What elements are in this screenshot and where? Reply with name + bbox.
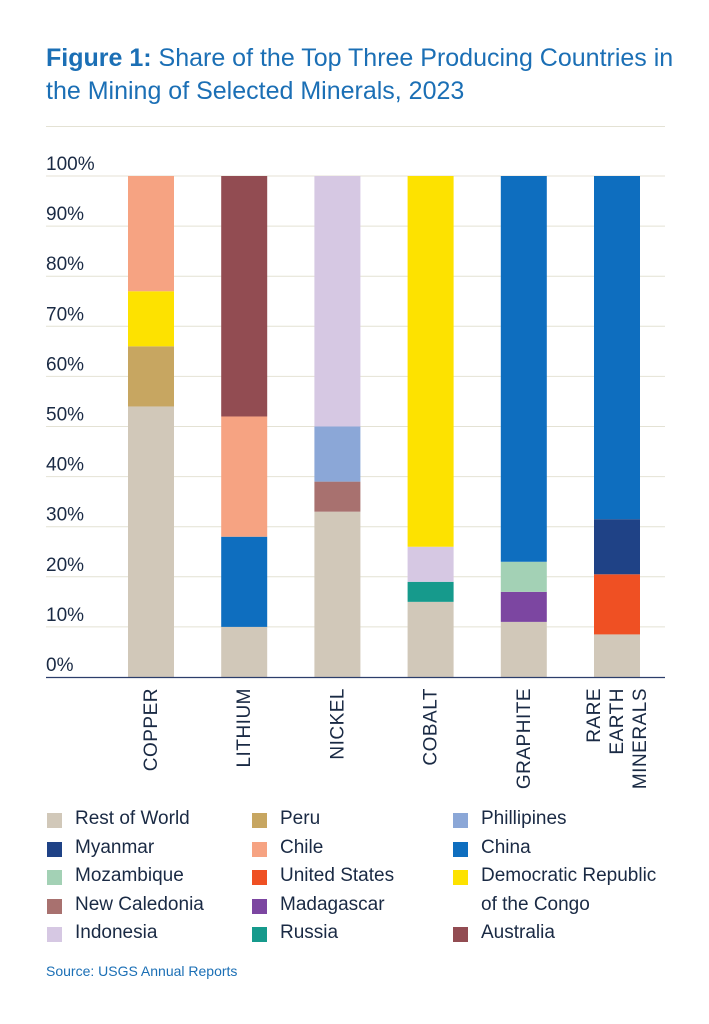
bar-segment xyxy=(221,176,268,417)
legend-swatch xyxy=(47,813,62,828)
y-tick-label: 20% xyxy=(46,555,84,576)
legend-swatch xyxy=(47,870,62,886)
legend-label: Indonesia xyxy=(75,922,158,944)
legend-swatch xyxy=(453,813,468,828)
y-tick-label: 100% xyxy=(46,154,95,175)
bar-segment xyxy=(407,176,454,547)
category-label: COBALT xyxy=(421,688,442,766)
bar-segment xyxy=(128,291,174,347)
bar-segment xyxy=(314,511,361,677)
y-tick-label: 70% xyxy=(46,304,84,325)
legend-label: Phillipines xyxy=(481,808,567,829)
category-label: RARE xyxy=(584,688,605,743)
legend-label: New Caledonia xyxy=(75,893,204,915)
title-divider xyxy=(46,126,665,127)
legend-label: China xyxy=(481,836,531,858)
legend-swatch xyxy=(252,841,267,857)
bar-segment xyxy=(500,176,547,562)
category-label: EARTH xyxy=(607,688,628,755)
bar-segment xyxy=(407,546,454,582)
category-label: LITHIUM xyxy=(234,688,255,768)
category-label: NICKEL xyxy=(327,688,348,760)
legend-label: Rest of World xyxy=(75,808,190,829)
legend-swatch xyxy=(453,927,468,943)
y-tick-label: 90% xyxy=(46,204,84,225)
legend-label: of the Congo xyxy=(481,893,590,915)
bar-segment xyxy=(221,626,268,677)
legend-label: Australia xyxy=(481,922,555,944)
bar-segment xyxy=(594,176,640,520)
legend-label: United States xyxy=(280,865,395,887)
y-tick-label: 30% xyxy=(46,505,84,526)
bar-segment xyxy=(594,574,640,635)
bar-segment xyxy=(221,416,268,537)
figure-label: Figure 1: xyxy=(46,44,152,72)
figure-title-text: Share of the Top Three Producing Countri… xyxy=(46,44,674,105)
stacked-bar-chart: 0% 10% 20% 30% 40% 50% 60% 70% 80% 90% 100% COPPER L… xyxy=(46,154,665,789)
y-tick-label: 50% xyxy=(46,405,84,426)
legend-swatch xyxy=(47,841,62,857)
y-tick-label: 10% xyxy=(46,605,84,626)
bar-segment xyxy=(500,621,547,677)
legend-label: Mozambique xyxy=(75,865,184,887)
bar-segment xyxy=(314,481,361,512)
legend-swatch xyxy=(252,927,267,943)
bar-segment xyxy=(500,561,547,592)
legend-swatch xyxy=(47,927,62,943)
legend-swatch xyxy=(453,870,468,886)
source-note: Source: USGS Annual Reports xyxy=(46,963,238,979)
bar-segment xyxy=(314,176,361,427)
bar-segment xyxy=(594,634,640,677)
category-label: MINERALS xyxy=(630,688,651,789)
chart-title: Figure 1: Share of the Top Three Produci… xyxy=(46,42,686,108)
legend-swatch xyxy=(47,898,62,914)
category-label: GRAPHITE xyxy=(514,688,535,789)
bar-segment xyxy=(128,176,174,292)
legend-label: Madagascar xyxy=(280,893,385,915)
y-tick-label: 80% xyxy=(46,254,84,275)
bar-segment xyxy=(314,426,361,482)
legend-label: Myanmar xyxy=(75,836,155,858)
bar-segment xyxy=(128,346,174,407)
legend-swatch xyxy=(252,870,267,886)
y-tick-label: 0% xyxy=(46,655,74,676)
legend-swatch xyxy=(252,898,267,914)
bar-segment xyxy=(407,581,454,602)
legend-label: Democratic Republic xyxy=(481,865,657,887)
y-tick-label: 40% xyxy=(46,455,84,476)
legend-swatch xyxy=(453,841,468,857)
bar-segment xyxy=(500,591,547,622)
legend-label: Peru xyxy=(280,808,321,829)
category-label: COPPER xyxy=(141,688,162,771)
y-tick-label: 60% xyxy=(46,354,84,375)
bar-segment xyxy=(407,601,454,677)
bar-segment xyxy=(128,406,174,677)
bar-segment xyxy=(221,536,268,627)
legend-label: Chile xyxy=(280,836,324,858)
bar-segment xyxy=(594,519,640,575)
legend-swatch xyxy=(252,813,267,828)
legend-label: Russia xyxy=(280,922,339,944)
